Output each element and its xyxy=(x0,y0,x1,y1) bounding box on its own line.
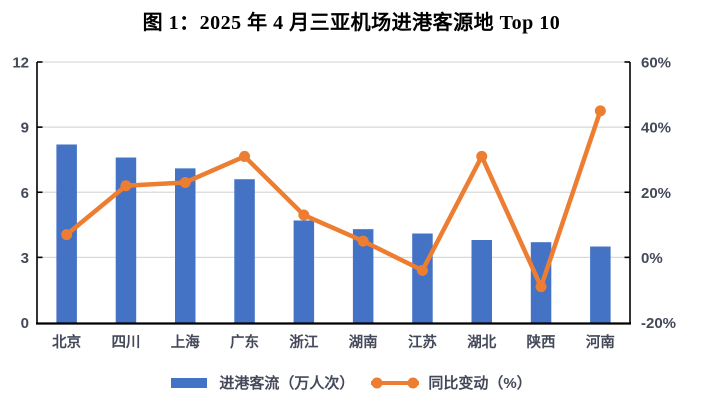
left-axis-label: 12 xyxy=(12,55,29,72)
line-point-4 xyxy=(298,209,310,221)
line-legend-swatch xyxy=(371,377,420,388)
left-axis-label: 0 xyxy=(21,315,29,332)
bar-6 xyxy=(412,233,433,323)
category-label-3: 广东 xyxy=(230,333,259,351)
trend-line xyxy=(64,108,603,289)
right-axis-label: 0% xyxy=(641,250,663,267)
line-point-6 xyxy=(416,264,428,276)
bar-legend-swatch xyxy=(171,377,208,388)
bar-5 xyxy=(352,229,374,323)
right-axis-label: 20% xyxy=(641,185,671,202)
left-axis-label: 3 xyxy=(21,250,29,267)
bar-9 xyxy=(590,246,611,323)
chart-title: 图 1：2025 年 4 月三亚机场进港客源地 Top 10 xyxy=(142,12,561,34)
right-axis-label: 60% xyxy=(641,55,671,72)
line-point-8 xyxy=(535,281,547,293)
bar-legend-label: 进港客流（万人次） xyxy=(219,375,355,392)
right-axis-label: 40% xyxy=(641,120,671,137)
line-point-9 xyxy=(594,105,606,117)
line-legend-label: 同比变动（%） xyxy=(428,375,532,392)
category-label-4: 浙江 xyxy=(289,333,318,351)
category-label-8: 陕西 xyxy=(527,333,556,351)
category-label-1: 四川 xyxy=(111,335,140,351)
bar-3 xyxy=(234,179,255,323)
category-label-9: 河南 xyxy=(586,333,615,351)
line-point-7 xyxy=(476,150,488,162)
category-label-7: 湖北 xyxy=(467,334,496,351)
category-label-2: 上海 xyxy=(171,333,200,351)
legend: 进港客流（万人次） 同比变动（%） xyxy=(0,372,703,393)
right-axis-label: -20% xyxy=(641,315,676,332)
left-axis-label: 6 xyxy=(21,185,29,202)
category-label-0: 北京 xyxy=(52,333,81,351)
combo-chart: 0 3 6 9 12 -20% 0% 20% 40% 60% 北京 四川 上海 广东 浙江 湖南 江苏 湖北 陕西 河… xyxy=(12,55,676,352)
bar-7 xyxy=(471,240,492,323)
line-point-1 xyxy=(120,180,132,192)
left-axis-label: 9 xyxy=(21,120,29,137)
bar-2 xyxy=(175,168,196,323)
bar-4 xyxy=(293,220,315,323)
category-label-6: 江苏 xyxy=(408,333,437,351)
category-label-5: 湖南 xyxy=(349,333,378,351)
line-point-3 xyxy=(239,150,251,162)
line-point-2 xyxy=(179,176,191,188)
bar-1 xyxy=(115,157,137,323)
line-point-5 xyxy=(357,235,369,247)
line-point-0 xyxy=(61,229,73,241)
